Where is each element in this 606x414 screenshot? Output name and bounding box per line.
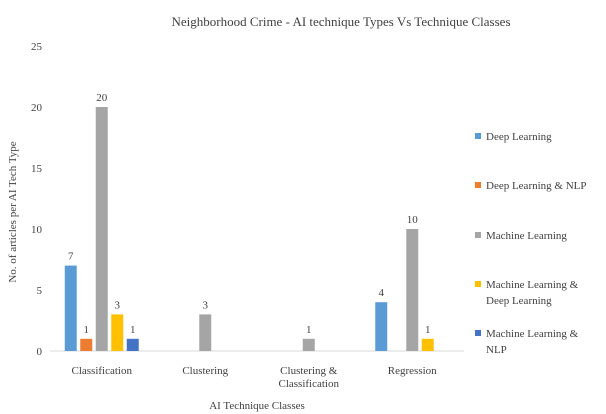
bar-group: 7 1 20 3 1 [64, 92, 139, 351]
bar [302, 338, 315, 351]
y-tick-label: 5 [37, 285, 43, 297]
y-axis-ticks: 0 5 10 15 20 25 [31, 41, 43, 358]
y-tick-label: 20 [31, 102, 43, 114]
x-tick-label: Classification [72, 365, 133, 377]
data-label: 1 [306, 324, 312, 336]
bar [111, 314, 124, 351]
y-axis-title: No. of articles per AI Tech Type [7, 141, 19, 282]
legend-swatch [475, 182, 481, 188]
legend-label: Deep Learning [486, 131, 552, 143]
legend-label: Deep Learning [486, 295, 552, 307]
x-axis-label: AI Technique Classes [209, 400, 305, 412]
bar [126, 338, 139, 351]
legend-swatch [475, 281, 481, 287]
legend-swatch [475, 330, 481, 336]
legend-item: Machine Learning & NLP [475, 328, 579, 356]
y-tick-label: 0 [37, 346, 43, 358]
bar [64, 265, 77, 351]
bar [80, 338, 93, 351]
bar-groups: 7 1 20 3 1 3 1 4 10 1 [64, 92, 434, 351]
legend-item: Machine Learning [475, 230, 567, 242]
bar [95, 107, 108, 351]
legend: Deep Learning Deep Learning & NLP Machine … [475, 131, 587, 356]
data-label: 7 [68, 251, 74, 263]
legend-label: Machine Learning & [486, 328, 579, 340]
x-tick-label: Regression [388, 365, 437, 377]
legend-label: NLP [486, 344, 507, 356]
x-tick-label: Classification [279, 378, 340, 390]
y-axis-label: No. of articles per AI Tech Type [7, 141, 19, 282]
legend-swatch [475, 133, 481, 139]
x-tick-label: Clustering & [280, 365, 338, 377]
data-label: 1 [130, 324, 136, 336]
y-tick-label: 10 [31, 224, 43, 236]
data-label: 1 [425, 324, 431, 336]
legend-label: Deep Learning & NLP [486, 180, 587, 192]
bar [406, 229, 419, 351]
x-axis-ticks: Classification Clustering Clustering &Clas… [72, 365, 438, 390]
bar-group: 3 [199, 299, 212, 351]
bar [199, 314, 212, 351]
data-label: 10 [407, 214, 419, 226]
data-label: 20 [96, 92, 108, 104]
legend-item: Machine Learning & Deep Learning [475, 279, 579, 307]
x-tick-label: Clustering [182, 365, 228, 377]
bar [375, 302, 388, 351]
legend-swatch [475, 232, 481, 238]
legend-item: Deep Learning [475, 131, 552, 143]
data-label: 4 [379, 287, 385, 299]
bar-group: 4 10 1 [375, 214, 434, 351]
bar-group: 1 [302, 324, 315, 351]
bar [421, 338, 434, 351]
data-label: 3 [203, 299, 209, 311]
y-tick-label: 25 [31, 41, 43, 53]
data-label: 1 [84, 324, 90, 336]
legend-label: Machine Learning [486, 230, 567, 242]
y-tick-label: 15 [31, 163, 43, 175]
legend-item: Deep Learning & NLP [475, 180, 587, 192]
legend-label: Machine Learning & [486, 279, 579, 291]
chart-title: Neighborhood Crime - AI technique Types … [171, 14, 510, 29]
data-label: 3 [115, 299, 121, 311]
